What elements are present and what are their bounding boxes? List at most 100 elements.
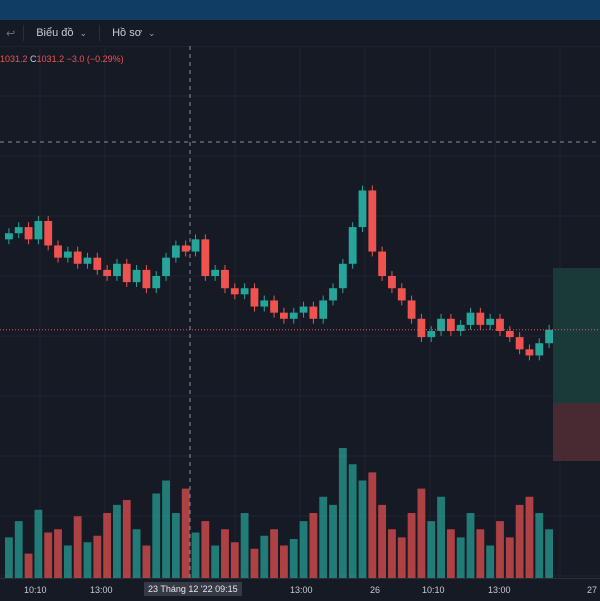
candle-body bbox=[93, 257, 102, 270]
candle-body bbox=[496, 318, 504, 331]
ohlc-close-label: C bbox=[30, 54, 37, 64]
candle-body bbox=[427, 331, 436, 338]
volume-bar bbox=[113, 504, 121, 578]
volume-bar bbox=[329, 504, 337, 578]
volume-bar bbox=[142, 545, 151, 578]
volume-bar bbox=[54, 529, 62, 578]
time-tick: 10:10 bbox=[422, 585, 445, 595]
candle-body bbox=[44, 221, 53, 246]
volume-bar bbox=[486, 545, 495, 578]
candle-body bbox=[171, 245, 180, 258]
volume-bar bbox=[83, 542, 92, 578]
volume-bar bbox=[446, 529, 455, 578]
ohlc-legend: 1031.2 C1031.2 −3.0 (−0.29%) bbox=[0, 54, 124, 64]
candle-body bbox=[34, 221, 43, 240]
candle-body bbox=[417, 318, 426, 338]
crosshair-time-label: 23 Tháng 12 '22 09:15 bbox=[144, 582, 242, 596]
volume-bar bbox=[230, 542, 239, 578]
volume-bar bbox=[368, 472, 377, 578]
candle-body bbox=[14, 227, 23, 234]
ohlc-close-value: 1031.2 bbox=[36, 54, 65, 64]
volume-bar bbox=[240, 513, 249, 578]
chevron-down-icon: ⌄ bbox=[147, 27, 156, 38]
candle-body bbox=[142, 269, 151, 289]
volume-bar bbox=[437, 496, 445, 578]
volume-bar bbox=[122, 500, 131, 578]
volume-bar bbox=[358, 480, 367, 578]
candle-body bbox=[437, 318, 445, 331]
volume-bar bbox=[319, 496, 328, 578]
volume-bar bbox=[73, 516, 82, 578]
volume-bar bbox=[417, 488, 426, 578]
candle-body bbox=[388, 276, 396, 289]
time-tick: 27 bbox=[587, 585, 598, 595]
candle-body bbox=[5, 233, 13, 240]
candle-body bbox=[240, 288, 249, 295]
undo-arrow-icon[interactable]: ↩ bbox=[6, 27, 16, 40]
candle-body bbox=[348, 227, 357, 264]
candle-body bbox=[113, 263, 121, 276]
volume-bar bbox=[270, 529, 278, 578]
volume-bar bbox=[515, 504, 524, 578]
candle-body bbox=[54, 245, 62, 258]
toolbar-divider bbox=[23, 25, 25, 41]
volume-bar bbox=[63, 545, 72, 578]
position-stop-zone bbox=[553, 403, 600, 461]
candle-body bbox=[309, 306, 318, 319]
volume-bar bbox=[378, 504, 387, 578]
volume-bar bbox=[466, 513, 475, 578]
volume-bar bbox=[545, 529, 553, 578]
chevron-down-icon: ⌄ bbox=[79, 27, 88, 38]
candle-body bbox=[289, 312, 298, 319]
profile-menu-label: Hồ sơ bbox=[112, 27, 142, 39]
candle-body bbox=[535, 343, 544, 356]
chart-menu-button[interactable]: Biểu đồ ⌄ bbox=[32, 25, 91, 41]
candle-body bbox=[230, 288, 239, 295]
candle-body bbox=[545, 329, 553, 344]
volume-bar bbox=[5, 537, 13, 578]
candle-body bbox=[132, 269, 141, 283]
volume-bar bbox=[299, 521, 308, 578]
candle-body bbox=[446, 318, 455, 331]
candle-body bbox=[221, 269, 229, 289]
volume-bar bbox=[93, 535, 102, 578]
volume-bar bbox=[14, 521, 23, 578]
volume-bar bbox=[388, 529, 396, 578]
time-tick: 13:00 bbox=[290, 585, 313, 595]
volume-bar bbox=[407, 513, 416, 578]
candle-body bbox=[280, 312, 288, 319]
time-axis[interactable]: 10:10 13:00 23 Tháng 12 '22 09:15 13:00 … bbox=[0, 578, 600, 601]
candle-body bbox=[63, 251, 72, 258]
candle-body bbox=[122, 263, 131, 283]
volume-bar bbox=[171, 513, 180, 578]
volume-bar bbox=[338, 448, 347, 578]
candle-body bbox=[103, 269, 112, 276]
volume-bar bbox=[221, 529, 229, 578]
candle-body bbox=[407, 300, 416, 319]
candle-body bbox=[250, 288, 259, 307]
candle-body bbox=[378, 251, 387, 276]
chart-toolbar: ↩ Biểu đồ ⌄ Hồ sơ ⌄ bbox=[0, 20, 600, 47]
volume-bar bbox=[427, 521, 436, 578]
price-chart[interactable] bbox=[0, 46, 600, 578]
volume-bar bbox=[309, 513, 318, 578]
candle-body bbox=[456, 324, 465, 331]
candle-body bbox=[338, 263, 347, 289]
candle-body bbox=[260, 300, 269, 307]
volume-bar bbox=[24, 553, 33, 578]
candle-body bbox=[24, 227, 33, 240]
time-tick: 13:00 bbox=[90, 585, 113, 595]
candle-body bbox=[515, 337, 524, 350]
volume-bar bbox=[280, 545, 288, 578]
volume-bar bbox=[348, 464, 357, 578]
volume-bar bbox=[34, 509, 43, 578]
candle-body bbox=[191, 239, 200, 252]
volume-bar bbox=[44, 532, 53, 578]
top-header-bar bbox=[0, 0, 600, 20]
candle-body bbox=[270, 300, 278, 313]
volume-bar bbox=[397, 537, 406, 578]
volume-bar bbox=[191, 532, 200, 578]
volume-bar bbox=[162, 480, 170, 578]
profile-menu-button[interactable]: Hồ sơ ⌄ bbox=[108, 25, 159, 41]
candle-body bbox=[201, 239, 210, 276]
